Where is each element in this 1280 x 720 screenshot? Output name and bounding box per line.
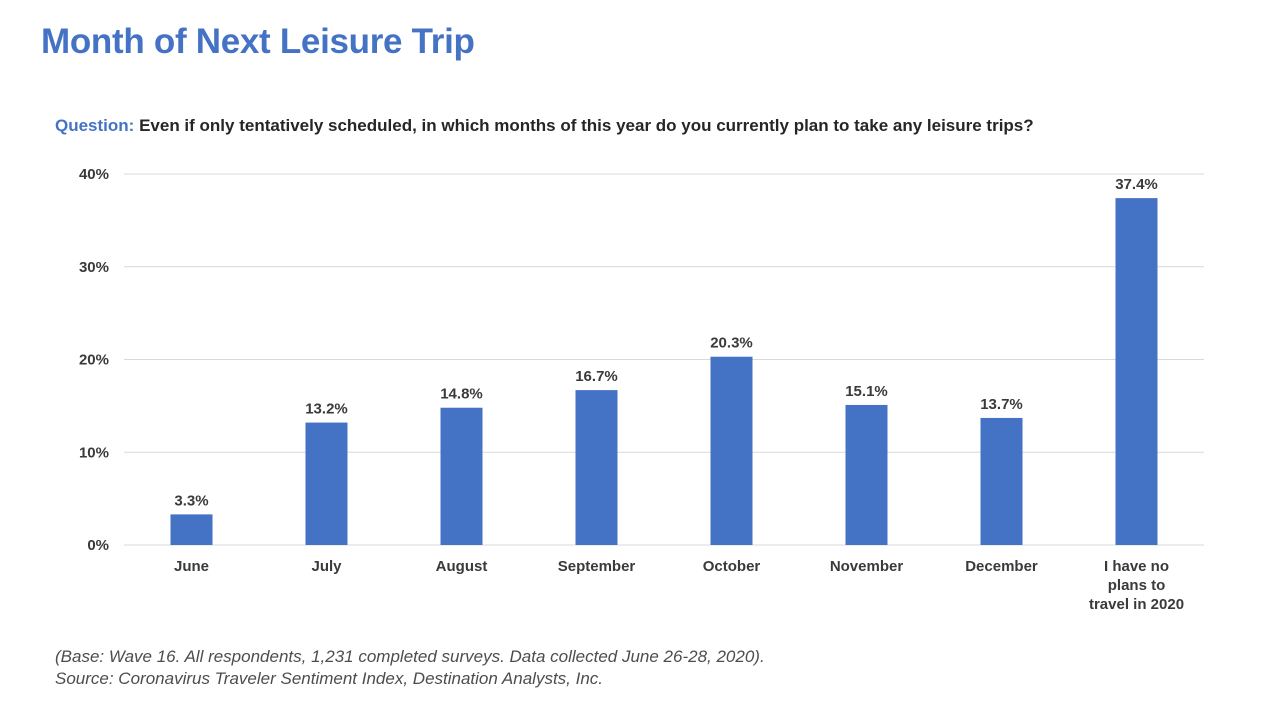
x-tick-label: August [436, 558, 488, 575]
x-tick-label: December [965, 558, 1038, 575]
x-tick-label-line: June [174, 558, 209, 575]
bar [440, 407, 483, 545]
data-label: 14.8% [440, 386, 483, 403]
bar [980, 417, 1023, 545]
data-label: 37.4% [1115, 176, 1158, 193]
data-label: 20.3% [710, 335, 753, 352]
bar [305, 422, 348, 545]
bars [170, 198, 1158, 546]
footer-notes: (Base: Wave 16. All respondents, 1,231 c… [55, 646, 765, 690]
footer-source: Source: Coronavirus Traveler Sentiment I… [55, 669, 604, 688]
x-tick-label-line: November [830, 558, 904, 575]
x-tick-label-line: October [703, 558, 761, 575]
bar [845, 404, 888, 545]
y-tick-label: 20% [79, 352, 109, 369]
data-label: 13.2% [305, 401, 348, 418]
x-axis-labels: June July August September October November De… [174, 558, 1184, 613]
x-tick-label-line: December [965, 558, 1038, 575]
bar [575, 390, 618, 545]
question-label: Question: [55, 116, 135, 135]
x-tick-label: October [703, 558, 761, 575]
value-labels: 3.3% 13.2% 14.8% 16.7% 20.3% 15.1% 13.7% 37.4% [174, 176, 1157, 509]
y-tick-label: 10% [79, 444, 109, 461]
bar [710, 356, 753, 545]
x-tick-label-line: I have no [1104, 558, 1169, 575]
data-label: 13.7% [980, 396, 1023, 413]
bar [170, 514, 213, 545]
y-tick-label: 40% [79, 166, 109, 183]
y-tick-label: 0% [87, 537, 109, 554]
x-tick-label-line: July [311, 558, 342, 575]
question-body: Even if only tentatively scheduled, in w… [134, 116, 1034, 135]
x-tick-label: September [558, 558, 636, 575]
data-label: 3.3% [174, 492, 208, 509]
footer-base: (Base: Wave 16. All respondents, 1,231 c… [55, 647, 765, 666]
x-tick-label-line: plans to [1108, 577, 1166, 594]
y-tick-label: 30% [79, 259, 109, 276]
y-axis-ticks: 0% 10% 20% 30% 40% [79, 166, 109, 554]
x-tick-label-line: travel in 2020 [1089, 596, 1184, 613]
x-tick-label: July [311, 558, 342, 575]
page-title: Month of Next Leisure Trip [41, 22, 475, 61]
bar [1115, 198, 1158, 546]
x-tick-label: June [174, 558, 209, 575]
data-label: 15.1% [845, 383, 888, 400]
x-tick-label: I have no plans to travel in 2020 [1089, 558, 1184, 613]
x-tick-label: November [830, 558, 904, 575]
x-tick-label-line: August [436, 558, 488, 575]
x-tick-label-line: September [558, 558, 636, 575]
data-label: 16.7% [575, 368, 618, 385]
question-text: Question: Even if only tentatively sched… [55, 116, 1034, 136]
gridlines [124, 173, 1204, 546]
